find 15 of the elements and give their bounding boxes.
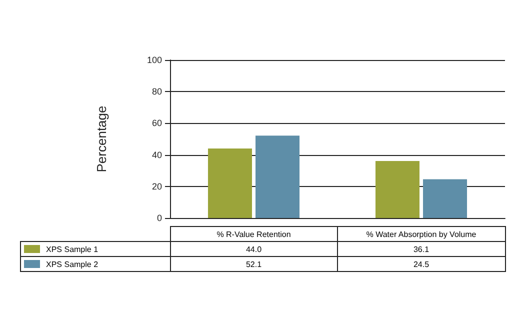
y-tick-label: 60 [152,118,162,128]
data-label: 24.5 [338,256,505,272]
data-label: 36.1 [338,242,505,256]
x-tick-label: % Water Absorption by Volume [338,226,505,242]
y-tick-label: 0 [156,213,162,223]
data-label: 44.0 [170,242,338,256]
y-axis-title: Percentage [94,106,109,172]
y-tick-label: 20 [152,181,162,192]
x-tick-label: % R-Value Retention [170,226,338,242]
legend-label: XPS Sample 1 [20,242,170,256]
y-tick-label: 100 [146,55,162,65]
data-label: 52.1 [170,256,338,272]
y-tick-label: 80 [152,86,162,97]
legend-label: XPS Sample 2 [20,256,170,272]
y-tick-label: 40 [152,150,162,160]
